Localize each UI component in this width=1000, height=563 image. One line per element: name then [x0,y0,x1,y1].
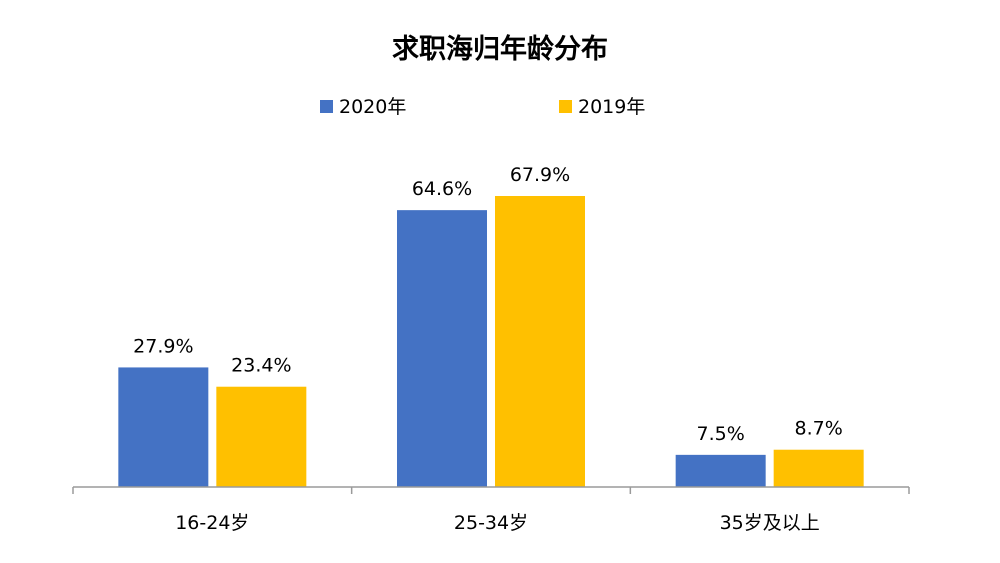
chart-title: 求职海归年龄分布 [392,33,608,65]
data-label: 23.4% [231,355,291,377]
value-labels-group: 27.9% 23.4% 64.6% 67.9% 7.5% 8.7% [133,164,843,445]
bar-series-a-1 [397,210,487,487]
bar-series-a-0 [118,367,209,487]
x-tick-label: 16-24岁 [175,512,249,534]
bar-series-b-0 [216,386,307,487]
bar-series-b-2 [773,449,864,487]
legend: 2020年 2019年 [320,96,645,118]
data-label: 7.5% [697,423,745,445]
legend-item: 2019年 [559,96,645,118]
bar-series-b-1 [495,196,585,487]
legend-item: 2020年 [320,96,406,118]
data-label: 27.9% [133,335,193,357]
legend-swatch [320,100,333,113]
data-label: 67.9% [510,164,570,186]
legend-label: 2020年 [339,96,406,118]
x-tick-label: 25-34岁 [454,512,528,534]
legend-label: 2019年 [578,96,645,118]
bars-group [118,196,864,487]
bar-series-a-2 [675,454,766,487]
x-tick-label: 35岁及以上 [720,512,820,534]
data-label: 64.6% [412,178,472,200]
legend-swatch [559,100,572,113]
x-axis: 16-24岁 25-34岁 35岁及以上 [72,486,910,534]
data-label: 8.7% [795,418,843,440]
